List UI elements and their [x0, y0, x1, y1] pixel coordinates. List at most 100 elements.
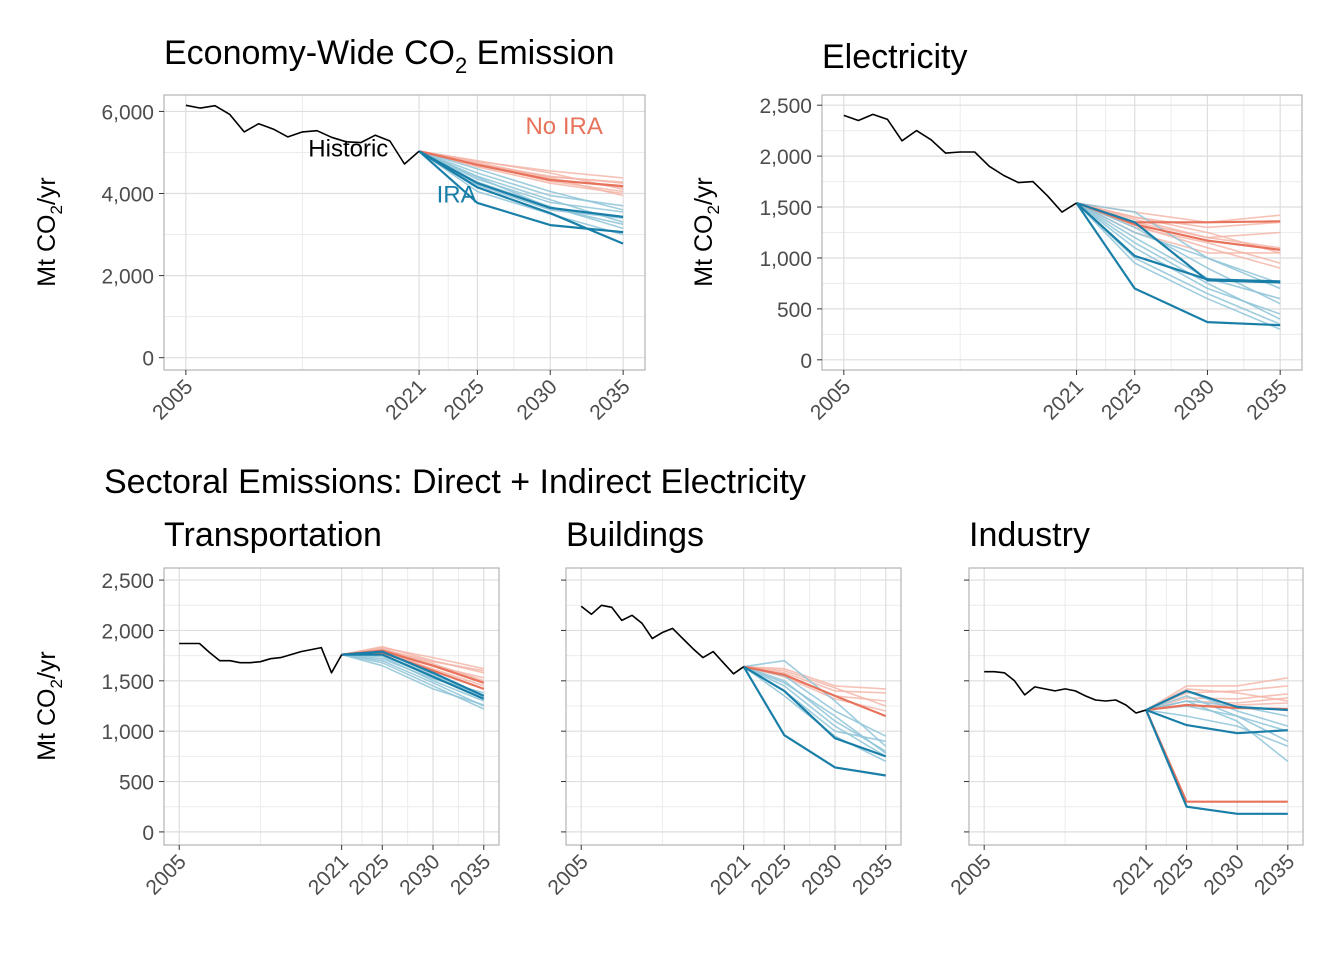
x-tick-label: 2035 [446, 850, 495, 899]
section-title: Sectoral Emissions: Direct + Indirect El… [104, 463, 806, 501]
panel-0: 2005 2021 2025 2030 2035 0 2,000 4,000 6,000 No I… [101, 94, 646, 425]
series-line-ira-main [1076, 201, 1281, 284]
y-axis-label-economy: Mt CO2/yr [33, 177, 66, 286]
panel-border [163, 567, 500, 846]
series-line-noira-main [1145, 709, 1288, 803]
x-tick-label: 2005 [148, 375, 197, 424]
series-line-ira [418, 150, 624, 236]
x-tick-label: 2035 [1242, 375, 1291, 424]
series-line-noira [341, 645, 484, 674]
y-tick-label: 1,000 [101, 721, 154, 744]
x-tick-label: 2021 [1108, 850, 1157, 899]
series-line-ira-main [341, 650, 485, 697]
x-tick-label: 2005 [543, 850, 592, 899]
x-tick-label: 2025 [1097, 375, 1146, 424]
series-line-ira-main [1145, 689, 1288, 712]
series-line-historic [185, 104, 420, 165]
series-line-ira-main [1145, 708, 1288, 735]
annotation-historic: Historic [308, 136, 388, 163]
series-line-ira [1075, 202, 1281, 331]
y-tick-label: 4,000 [101, 184, 154, 207]
y-tick-label: 500 [777, 299, 812, 322]
panel-1: 2005 2021 2025 2030 2035 0 500 1,000 1,500 2,000 2… [759, 94, 1303, 425]
series-line-ira-main [742, 666, 886, 777]
panel-title-economy: Economy-Wide CO2 Emission [164, 34, 615, 78]
series-line-noira [743, 665, 887, 707]
series-line-historic [843, 113, 1077, 213]
series-line-noira [1145, 677, 1288, 711]
series-line-ira [341, 653, 485, 707]
series-line-ira-main [1145, 709, 1288, 815]
y-tick-label: 6,000 [101, 101, 154, 124]
y-tick-label: 2,000 [759, 146, 812, 169]
x-tick-label: 2030 [395, 850, 444, 899]
panel-border [163, 94, 646, 371]
panel-border [565, 567, 902, 846]
series-line-ira [1145, 709, 1289, 748]
series-line-ira [1076, 202, 1281, 285]
series-line-ira [1076, 202, 1281, 290]
x-tick-label: 2021 [1039, 375, 1088, 424]
y-axis-label-transportation: Mt CO2/yr [33, 651, 66, 760]
series-line-ira [743, 665, 887, 758]
x-tick-label: 2021 [706, 850, 755, 899]
series-line-noira [1076, 202, 1281, 239]
series-line-historic [984, 670, 1147, 714]
series-line-ira-main [341, 653, 485, 700]
y-tick-label: 2,500 [759, 95, 812, 118]
x-tick-label: 2021 [304, 850, 353, 899]
y-tick-label: 1,500 [101, 671, 154, 694]
x-tick-label: 2005 [946, 850, 995, 899]
panel-title-industry: Industry [969, 516, 1090, 554]
x-tick-label: 2035 [585, 375, 634, 424]
x-tick-label: 2025 [440, 375, 489, 424]
y-tick-label: 2,000 [101, 266, 154, 289]
x-tick-label: 2030 [512, 375, 561, 424]
y-tick-label: 0 [142, 348, 154, 371]
y-tick-label: 0 [142, 822, 154, 845]
series-line-ira [743, 659, 887, 747]
y-tick-label: 1,000 [759, 248, 812, 271]
x-tick-label: 2035 [848, 850, 897, 899]
series-line-ira [418, 150, 624, 211]
panel-title-electricity: Electricity [822, 38, 967, 76]
series-line-ira [1076, 202, 1281, 320]
series-line-historic [580, 604, 745, 675]
x-tick-label: 2030 [1199, 850, 1248, 899]
series-line-ira-main [743, 665, 887, 758]
x-tick-label: 2030 [1170, 375, 1219, 424]
panel-title-transportation: Transportation [164, 516, 382, 554]
series-line-ira [418, 150, 624, 226]
y-axis-label-electricity: Mt CO2/yr [690, 177, 723, 286]
y-tick-label: 500 [119, 772, 154, 795]
series-line-noira [418, 150, 624, 191]
x-tick-label: 2025 [1149, 850, 1198, 899]
annotation-ira: IRA [437, 182, 477, 209]
series-line-ira [1145, 700, 1288, 717]
y-tick-label: 2,000 [101, 620, 154, 643]
panel-border [821, 94, 1303, 371]
x-tick-label: 2005 [806, 375, 855, 424]
series-line-ira-main [418, 150, 624, 218]
series-line-noira-main [743, 665, 887, 718]
x-tick-label: 2021 [381, 375, 430, 424]
series-line-ira-main [1075, 202, 1281, 327]
series-line-ira [418, 150, 624, 213]
annotation-noira: No IRA [525, 113, 602, 140]
series-line-noira [1076, 202, 1281, 254]
series-line-ira [743, 665, 887, 754]
y-tick-label: 0 [800, 350, 812, 373]
x-tick-label: 2025 [344, 850, 393, 899]
series-line-ira-main [418, 150, 624, 245]
series-line-noira [743, 665, 886, 690]
x-tick-label: 2025 [746, 850, 795, 899]
x-tick-label: 2005 [141, 850, 190, 899]
series-line-ira [341, 653, 485, 706]
x-tick-label: 2035 [1250, 850, 1299, 899]
panel-title-buildings: Buildings [566, 516, 704, 554]
